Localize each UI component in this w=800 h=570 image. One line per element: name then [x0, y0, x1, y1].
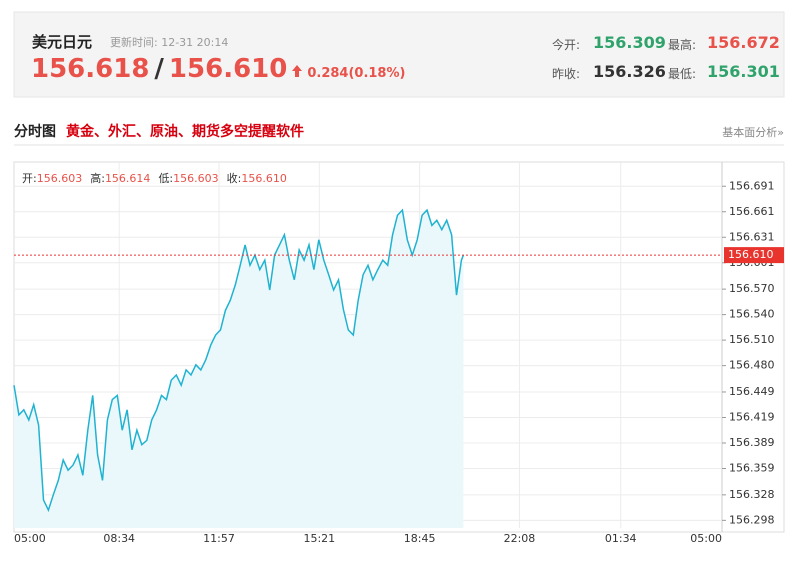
x-tick-label: 01:34	[605, 532, 637, 545]
tab-title[interactable]: 分时图	[14, 124, 56, 140]
info-label: 低:	[158, 172, 174, 185]
info-label: 高:	[90, 172, 105, 185]
stat-label: 昨收:	[552, 67, 581, 81]
info-value: 156.614	[104, 172, 151, 185]
price-line	[13, 208, 465, 513]
x-tick-label: 22:08	[504, 532, 536, 545]
x-tick-label: 05:00	[690, 532, 722, 545]
y-tick-label: 156.570	[729, 282, 775, 295]
info-label: 收:	[226, 172, 242, 185]
stat-value: 156.301	[707, 62, 780, 81]
y-tick-label: 156.389	[729, 436, 775, 449]
last-price-tag	[724, 247, 784, 264]
header-box	[13, 11, 785, 98]
chart-frame	[13, 161, 785, 533]
y-tick-label: 156.631	[729, 230, 775, 243]
y-tick-label: 156.359	[729, 461, 775, 474]
title: 美元日元	[32, 33, 93, 51]
stat-value: 156.326	[593, 62, 666, 81]
info-value: 156.603	[173, 172, 219, 185]
info-label: 开:	[22, 172, 37, 185]
stat-label: 今开:	[552, 38, 581, 52]
price2: 156.610	[168, 54, 288, 84]
info-value: 156.603	[36, 172, 83, 185]
y-tick-label: 156.419	[729, 410, 775, 423]
x-tick-label: 18:45	[404, 532, 436, 545]
update-label: 更新时间:	[110, 36, 158, 49]
info-item: 高:156.614	[90, 170, 150, 186]
area	[14, 210, 464, 528]
update-time: 更新时间: 12-31 20:14	[110, 34, 228, 50]
y-tick-label: 156.480	[729, 359, 775, 372]
y-tick-label: 156.661	[729, 205, 775, 218]
stat-label: 最高:	[668, 38, 697, 52]
info-value: 156.610	[241, 172, 287, 185]
price: 156.618	[31, 54, 150, 84]
info-item: 收:156.610	[227, 170, 287, 186]
y-tick-label: 156.540	[729, 308, 775, 321]
up-arrow	[292, 65, 303, 77]
stat-label: 最低:	[668, 67, 697, 81]
x-tick-label: 08:34	[103, 532, 135, 545]
y-tick-label: 156.691	[729, 179, 775, 192]
x-tick-label: 15:21	[303, 532, 335, 545]
last-price-label: 156.610	[728, 248, 774, 261]
y-tick-label: 156.510	[729, 333, 775, 346]
change: 0.284(0.18%)	[307, 66, 406, 81]
y-tick-label: 156.449	[729, 385, 775, 398]
update-value: 12-31 20:14	[161, 36, 229, 49]
info-item: 低:156.603	[158, 170, 218, 186]
stat-value: 156.309	[593, 33, 666, 52]
analysis-link[interactable]: 基本面分析»	[722, 126, 784, 139]
x-tick-label: 05:00	[14, 532, 46, 545]
y-tick-label: 156.298	[729, 513, 775, 526]
price-row: 156.618 / 156.610 0.284(0.18%)	[31, 54, 405, 84]
x-tick-label: 11:57	[203, 532, 235, 545]
ohlc-info: 开:156.603 高:156.614 低:156.603 收:156.610	[22, 170, 287, 186]
info-item: 开:156.603	[22, 170, 82, 186]
separator: /	[154, 54, 164, 84]
stat-value: 156.672	[707, 33, 780, 52]
y-tick-label: 156.328	[729, 488, 775, 501]
promo[interactable]: 黄金、外汇、原油、期货多空提醒软件	[66, 124, 304, 140]
